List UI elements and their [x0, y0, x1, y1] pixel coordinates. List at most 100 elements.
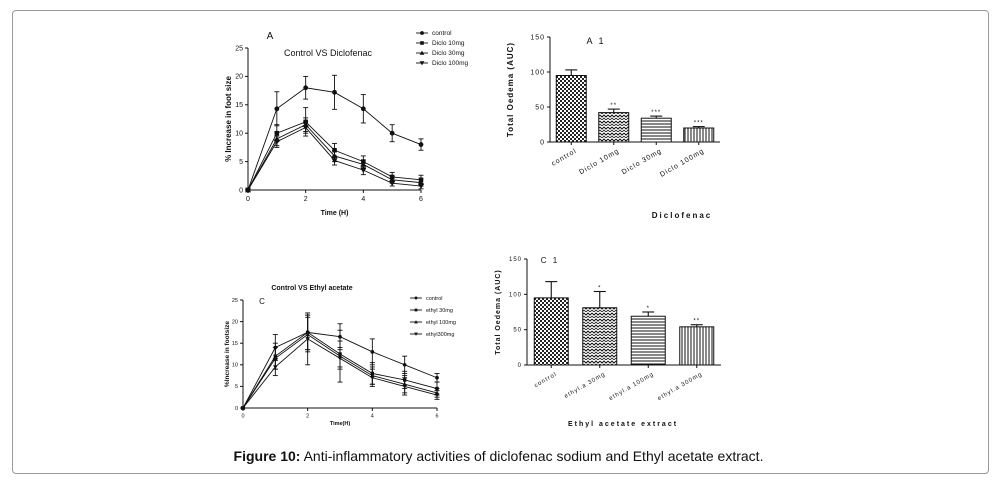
- chart-c-x-tick-label: 2: [306, 414, 309, 420]
- chart-a-data-point: [245, 187, 251, 193]
- chart-a1-significance-label: **: [610, 103, 617, 109]
- chart-c-x-tick-label: 6: [435, 414, 438, 420]
- chart-c-data-point: [273, 365, 278, 370]
- chart-c-x-tick-label: 0: [241, 414, 244, 420]
- chart-c-legend-label: ethyl300mg: [426, 332, 454, 338]
- chart-a1-y-tick-label: 100: [530, 69, 545, 76]
- chart-a-data-point: [418, 183, 424, 190]
- chart-a-data-point: [303, 85, 309, 91]
- chart-a1-bar: [598, 112, 630, 143]
- chart-a-x-tick-label: 0: [246, 196, 250, 203]
- chart-a-data-point: [418, 142, 424, 147]
- chart-a-legend-label: Diclo 100mg: [432, 60, 469, 67]
- chart-c1-y-tick-label: 50: [513, 328, 522, 334]
- chart-a1-x-tick-label: control: [550, 148, 578, 168]
- chart-c-y-tick-label: 5: [235, 384, 238, 390]
- chart-a-y-label: % Increase in foot size: [224, 76, 233, 162]
- chart-c-data-point: [240, 406, 246, 411]
- chart-a-title: Control VS Diclofenac: [284, 48, 373, 58]
- chart-c-data-point: [305, 337, 310, 342]
- chart-c-data-point: [435, 375, 439, 380]
- chart-a-data-point: [389, 180, 396, 187]
- chart-c-legend-marker: [414, 332, 418, 336]
- chart-a1-significance-label: ***: [694, 121, 704, 127]
- chart-a-data-point: [273, 139, 280, 145]
- chart-a-x-tick-label: 4: [361, 196, 365, 203]
- chart-c-title: Control VS Ethyl acetate: [271, 285, 352, 292]
- chart-c-y-tick-label: 0: [235, 406, 238, 412]
- chart-c1-x-label: Ethyl acetate extract: [568, 421, 678, 428]
- chart-c-y-tick-label: 10: [232, 363, 238, 369]
- chart-c1-y-tick-label: 150: [509, 257, 522, 263]
- chart-a-y-tick-label: 25: [235, 45, 243, 52]
- chart-c-x-tick-label: 4: [371, 414, 374, 420]
- chart-c1-bar: [582, 307, 618, 366]
- figure-caption: Figure 10: Anti-inflammatory activities …: [0, 448, 997, 464]
- chart-c-panel-letter: C: [259, 297, 265, 306]
- chart-c-legend-marker: [414, 308, 418, 312]
- chart-c1-x-tick-label: ethyl.a 300mg: [657, 372, 704, 403]
- chart-c-legend-label: control: [426, 296, 443, 302]
- chart-a-x-tick-label: 6: [419, 196, 423, 203]
- chart-a-data-point: [360, 106, 366, 112]
- chart-c1-x-tick-label: control: [534, 372, 559, 390]
- chart-c-data-point: [370, 350, 375, 354]
- chart-c-y-label: %Increase in footsize: [224, 321, 231, 387]
- chart-c-legend-marker: [414, 296, 418, 300]
- chart-c1-panel-letter: C 1: [541, 256, 559, 265]
- figure-frame: [12, 10, 989, 474]
- chart-a-legend-label: control: [432, 30, 452, 37]
- chart-c-y-tick-label: 15: [232, 341, 238, 347]
- chart-a1-y-tick-label: 0: [540, 139, 545, 146]
- chart-a1-y-tick-label: 50: [535, 104, 545, 111]
- chart-a1-significance-label: ***: [651, 110, 661, 116]
- chart-c1-bar: [630, 315, 666, 366]
- chart-a1-y-label: Total Oedema (AUC): [506, 42, 515, 137]
- chart-c1-significance-label: *: [598, 286, 601, 292]
- chart-c-data-point: [370, 376, 375, 381]
- chart-a-x-label: Time (H): [321, 210, 349, 217]
- chart-a-y-tick-label: 10: [235, 131, 243, 138]
- chart-a1-bar: [640, 117, 672, 143]
- chart-a-panel-letter: A: [267, 31, 274, 42]
- chart-c-legend-label: ethyl 30mg: [426, 308, 453, 314]
- chart-a1-bar: [555, 75, 587, 143]
- chart-a-data-point: [360, 167, 367, 174]
- chart-c1-bar: [533, 297, 569, 366]
- chart-c-data-point: [402, 362, 407, 367]
- chart-a-data-point: [331, 158, 338, 164]
- chart-a1-panel-letter: A 1: [586, 36, 605, 46]
- chart-a1-x-tick-label: Diclo 100mg: [659, 148, 706, 179]
- chart-c-data-point: [402, 384, 407, 389]
- chart-c-legend-label: ethyl 100mg: [426, 320, 456, 326]
- chart-a-y-tick-label: 15: [235, 102, 243, 109]
- chart-a-data-point: [389, 130, 395, 136]
- chart-a1-x-label: Diclofenac: [652, 211, 712, 220]
- chart-a1-bar: [683, 127, 715, 143]
- chart-a-legend-marker: [419, 50, 425, 55]
- chart-c-y-tick-label: 20: [232, 319, 238, 325]
- chart-a-y-tick-label: 20: [235, 74, 243, 81]
- caption-text: Anti-inflammatory activities of diclofen…: [303, 448, 764, 464]
- chart-c1-significance-label: *: [647, 306, 650, 312]
- chart-a-legend-label: Diclo 10mg: [432, 40, 465, 47]
- chart-c1-bar: [679, 326, 715, 366]
- chart-c1-x-tick-label: ethyl.a 30mg: [564, 372, 607, 400]
- chart-a-legend-marker: [420, 31, 424, 35]
- chart-a-x-tick-label: 2: [304, 196, 308, 203]
- chart-c1-y-label: Total Oedema (AUC): [495, 269, 502, 355]
- chart-a-y-tick-label: 5: [239, 159, 243, 166]
- chart-a1-x-tick-label: Diclo 30mg: [621, 148, 663, 177]
- chart-c1-y-tick-label: 100: [509, 292, 522, 298]
- chart-c-data-point: [434, 393, 440, 398]
- chart-c-data-point: [337, 356, 343, 361]
- chart-c1-y-tick-label: 0: [518, 363, 522, 369]
- chart-c1-significance-label: **: [693, 319, 700, 325]
- chart-c1-x-tick-label: ethyl.a 100mg: [608, 372, 655, 403]
- chart-a-data-point: [302, 125, 309, 131]
- chart-c-legend-marker: [414, 320, 418, 324]
- chart-a-legend-marker: [419, 61, 425, 66]
- chart-a-legend-marker: [420, 41, 424, 45]
- chart-a-y-tick-label: 0: [239, 187, 243, 194]
- chart-a-legend-label: Diclo 30mg: [432, 50, 465, 57]
